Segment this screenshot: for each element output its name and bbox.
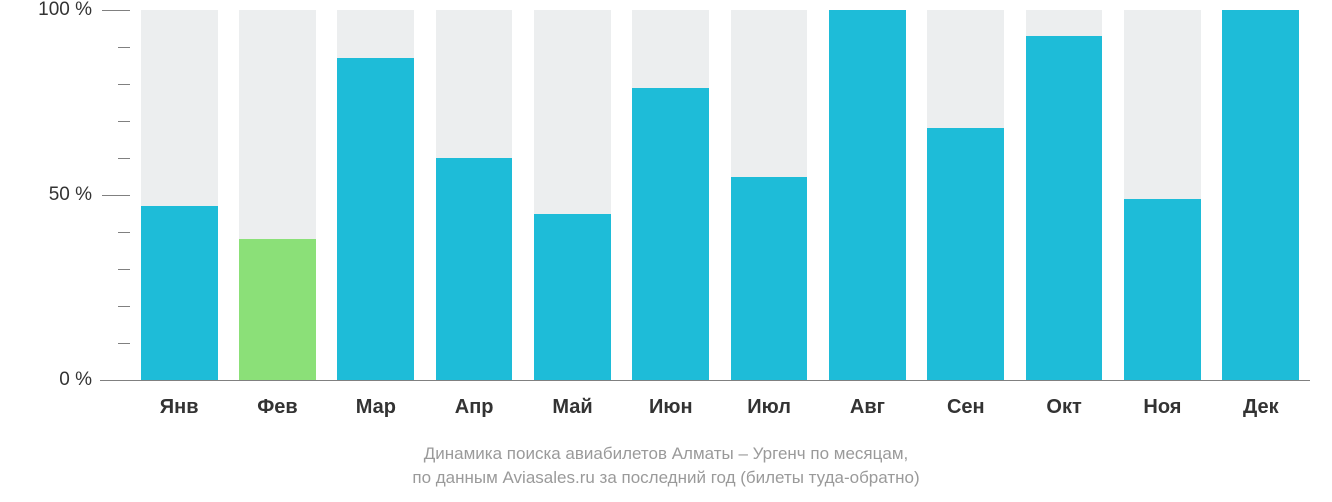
bar	[632, 88, 709, 380]
y-tick-label: 100 %	[38, 0, 92, 21]
bar-slot	[720, 10, 818, 380]
x-tick-label: Авг	[818, 396, 916, 419]
monthly-search-bar-chart: 0 % 50 % 100 % ЯнвФевМарАпрМайИюнИюлАвгСенО…	[0, 0, 1332, 502]
y-major-tick	[102, 195, 130, 196]
y-minor-tick	[118, 47, 130, 48]
bar	[1026, 36, 1103, 380]
x-tick-label: Апр	[425, 396, 523, 419]
y-minor-tick	[118, 269, 130, 270]
x-tick-label: Сен	[917, 396, 1015, 419]
x-tick-label: Дек	[1212, 396, 1310, 419]
x-tick-label: Мар	[327, 396, 425, 419]
bar-slot	[1212, 10, 1310, 380]
bar	[239, 239, 316, 380]
bar	[337, 58, 414, 380]
bar	[927, 128, 1004, 380]
bar	[141, 206, 218, 380]
x-tick-label: Май	[523, 396, 621, 419]
bar-slot	[425, 10, 523, 380]
bar	[436, 158, 513, 380]
bar-slot	[228, 10, 326, 380]
bar-slot	[818, 10, 916, 380]
bar-slot	[1015, 10, 1113, 380]
x-tick-label: Окт	[1015, 396, 1113, 419]
y-minor-tick	[118, 158, 130, 159]
bar	[1124, 199, 1201, 380]
x-tick-label: Янв	[130, 396, 228, 419]
bar	[829, 10, 906, 380]
chart-caption-line-1: Динамика поиска авиабилетов Алматы – Ург…	[0, 442, 1332, 466]
y-minor-tick	[118, 343, 130, 344]
bar-slot	[917, 10, 1015, 380]
y-minor-tick	[118, 306, 130, 307]
x-axis-line	[100, 380, 1310, 381]
chart-caption-line-2: по данным Aviasales.ru за последний год …	[0, 466, 1332, 490]
x-tick-label: Ноя	[1113, 396, 1211, 419]
y-major-tick	[102, 10, 130, 11]
chart-caption: Динамика поиска авиабилетов Алматы – Ург…	[0, 442, 1332, 490]
y-tick-label: 0 %	[59, 369, 92, 391]
bar-slot	[130, 10, 228, 380]
y-minor-tick	[118, 84, 130, 85]
x-tick-label: Июн	[622, 396, 720, 419]
bar-slot	[327, 10, 425, 380]
bar	[534, 214, 611, 381]
y-minor-tick	[118, 121, 130, 122]
bars-group	[130, 10, 1310, 380]
bar	[731, 177, 808, 381]
bar-slot	[1113, 10, 1211, 380]
bar-slot	[622, 10, 720, 380]
y-major-tick	[102, 380, 130, 381]
y-tick-label: 50 %	[49, 184, 92, 206]
x-tick-label: Июл	[720, 396, 818, 419]
y-minor-tick	[118, 232, 130, 233]
x-axis-labels: ЯнвФевМарАпрМайИюнИюлАвгСенОктНояДек	[130, 396, 1310, 419]
x-tick-label: Фев	[228, 396, 326, 419]
bar	[1222, 10, 1299, 380]
bar-slot	[523, 10, 621, 380]
